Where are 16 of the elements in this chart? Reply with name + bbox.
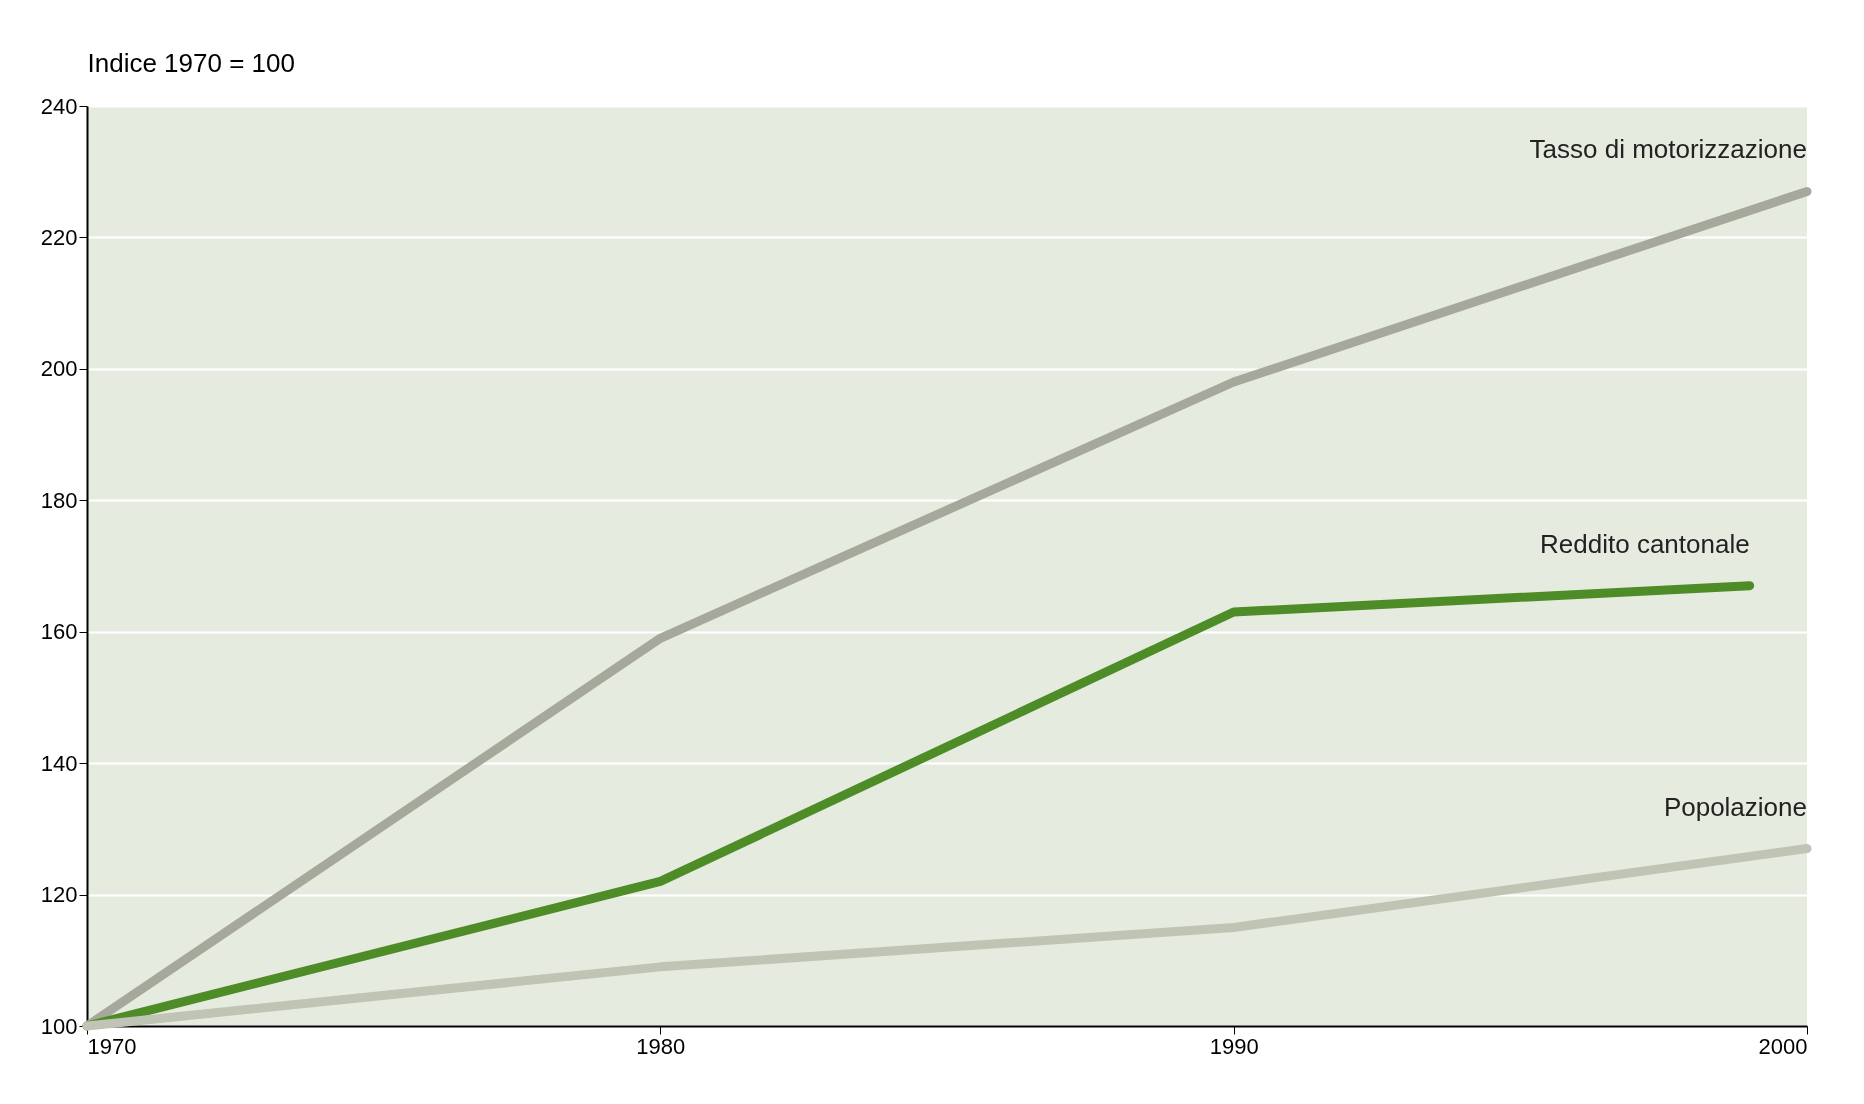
x-tick-label: 1990 bbox=[1209, 1033, 1259, 1059]
x-tick-label: 1980 bbox=[636, 1033, 686, 1059]
y-tick-label: 200 bbox=[40, 356, 78, 382]
series-label: Reddito cantonale bbox=[1540, 528, 1750, 559]
y-tick-label: 180 bbox=[40, 487, 78, 513]
x-tick-label: 2000 bbox=[1758, 1033, 1808, 1059]
y-tick-label: 120 bbox=[40, 882, 78, 908]
y-tick-label: 220 bbox=[40, 224, 78, 250]
y-tick-label: 240 bbox=[40, 93, 78, 119]
y-axis-title: Indice 1970 = 100 bbox=[87, 47, 295, 78]
y-tick-label: 100 bbox=[40, 1013, 78, 1039]
series-label: Popolazione bbox=[1663, 791, 1807, 822]
series-label: Tasso di motorizzazione bbox=[1529, 134, 1807, 165]
y-tick-label: 140 bbox=[40, 750, 78, 776]
x-tick-label: 1970 bbox=[87, 1033, 137, 1059]
y-tick-label: 160 bbox=[40, 619, 78, 645]
